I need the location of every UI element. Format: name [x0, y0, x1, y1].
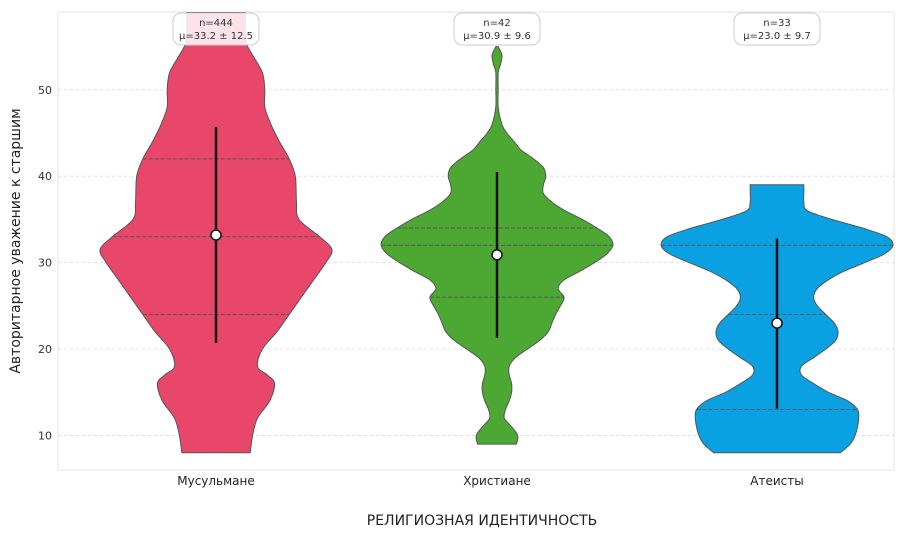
- mean-point-1: [210, 229, 222, 241]
- violins: [99, 12, 894, 454]
- mean-label-2: μ=30.9 ± 9.6: [463, 31, 531, 42]
- x-tick-label-2: Христиане: [463, 474, 531, 488]
- y-tick-label-20: 20: [38, 343, 52, 356]
- n-label-2: n=42: [483, 18, 510, 29]
- annotations: n=444 μ=33.2 ± 12.5 n=42 μ=30.9 ± 9.6 n=33 μ=…: [172, 12, 821, 46]
- y-tick-label-10: 10: [38, 429, 52, 442]
- stats-box-3: [733, 12, 821, 46]
- stats-box-1: [172, 12, 260, 46]
- n-label-3: n=33: [763, 18, 790, 29]
- n-label-1: n=444: [199, 18, 233, 29]
- y-tick-label-30: 30: [38, 257, 52, 270]
- x-tick-label-3: Атеисты: [750, 474, 803, 488]
- y-axis-title: Авторитарное уважение к старшим: [8, 108, 24, 373]
- x-tick-label-1: Мусульмане: [177, 474, 255, 488]
- x-axis-title: РЕЛИГИОЗНАЯ ИДЕНТИЧНОСТЬ: [367, 513, 597, 529]
- mean-label-3: μ=23.0 ± 9.7: [743, 31, 811, 42]
- mean-label-1: μ=33.2 ± 12.5: [179, 31, 253, 42]
- mean-point-3: [771, 317, 783, 329]
- y-tick-label-40: 40: [38, 170, 52, 183]
- y-tick-label-50: 50: [38, 84, 52, 97]
- stats-box-2: [453, 12, 541, 46]
- axes: 10 20 30 40 50 Мусульмане Христиане Атеисты: [38, 84, 804, 488]
- mean-point-2: [491, 249, 503, 261]
